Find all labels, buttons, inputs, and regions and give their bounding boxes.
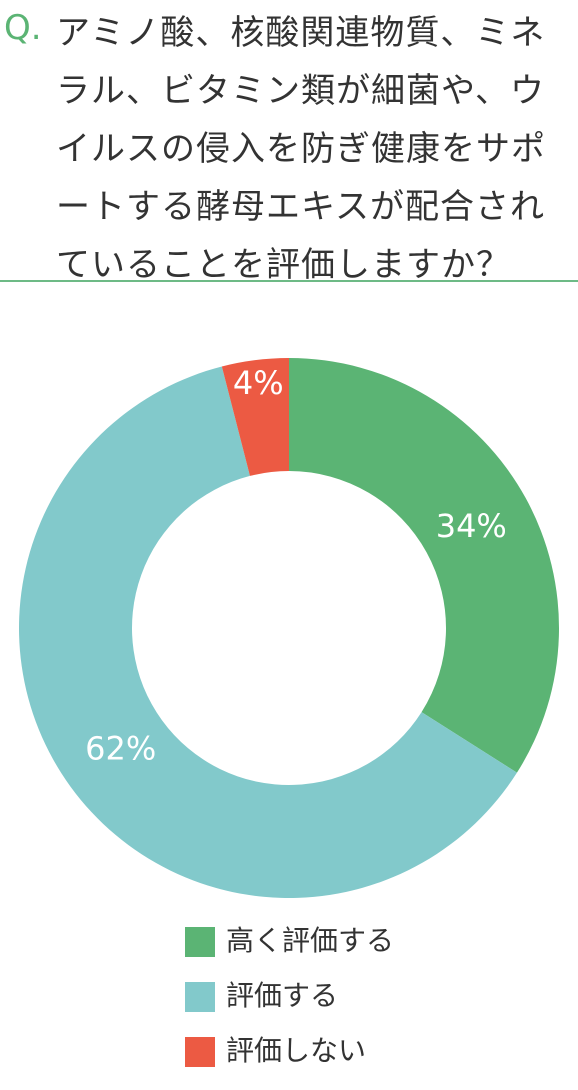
data-label: 62% <box>85 729 156 767</box>
donut-slice <box>289 358 559 773</box>
question-text: アミノ酸、核酸関連物質、ミネラル、ビタミン類が細菌や、ウイルスの侵入を防ぎ健康を… <box>56 13 546 285</box>
legend-label: 評価する <box>226 979 338 1012</box>
legend-swatch <box>185 1037 215 1067</box>
donut-slice <box>221 358 289 476</box>
legend-label: 高く評価する <box>226 924 394 957</box>
chart: 34% 高く評価する 62% 評価する 4% 評価しない <box>19 358 559 1067</box>
question-prefix: Q. <box>4 8 42 48</box>
donut-slice <box>19 366 517 898</box>
legend-swatch <box>185 982 215 1012</box>
legend-swatch <box>185 927 215 957</box>
data-label: 4% <box>233 364 284 402</box>
data-label: 34% <box>436 507 507 545</box>
question: Q. アミノ酸、核酸関連物質、ミネラル、ビタミン類が細菌や、ウイルスの侵入を防ぎ… <box>0 0 578 285</box>
legend-label: 評価しない <box>226 1034 366 1067</box>
